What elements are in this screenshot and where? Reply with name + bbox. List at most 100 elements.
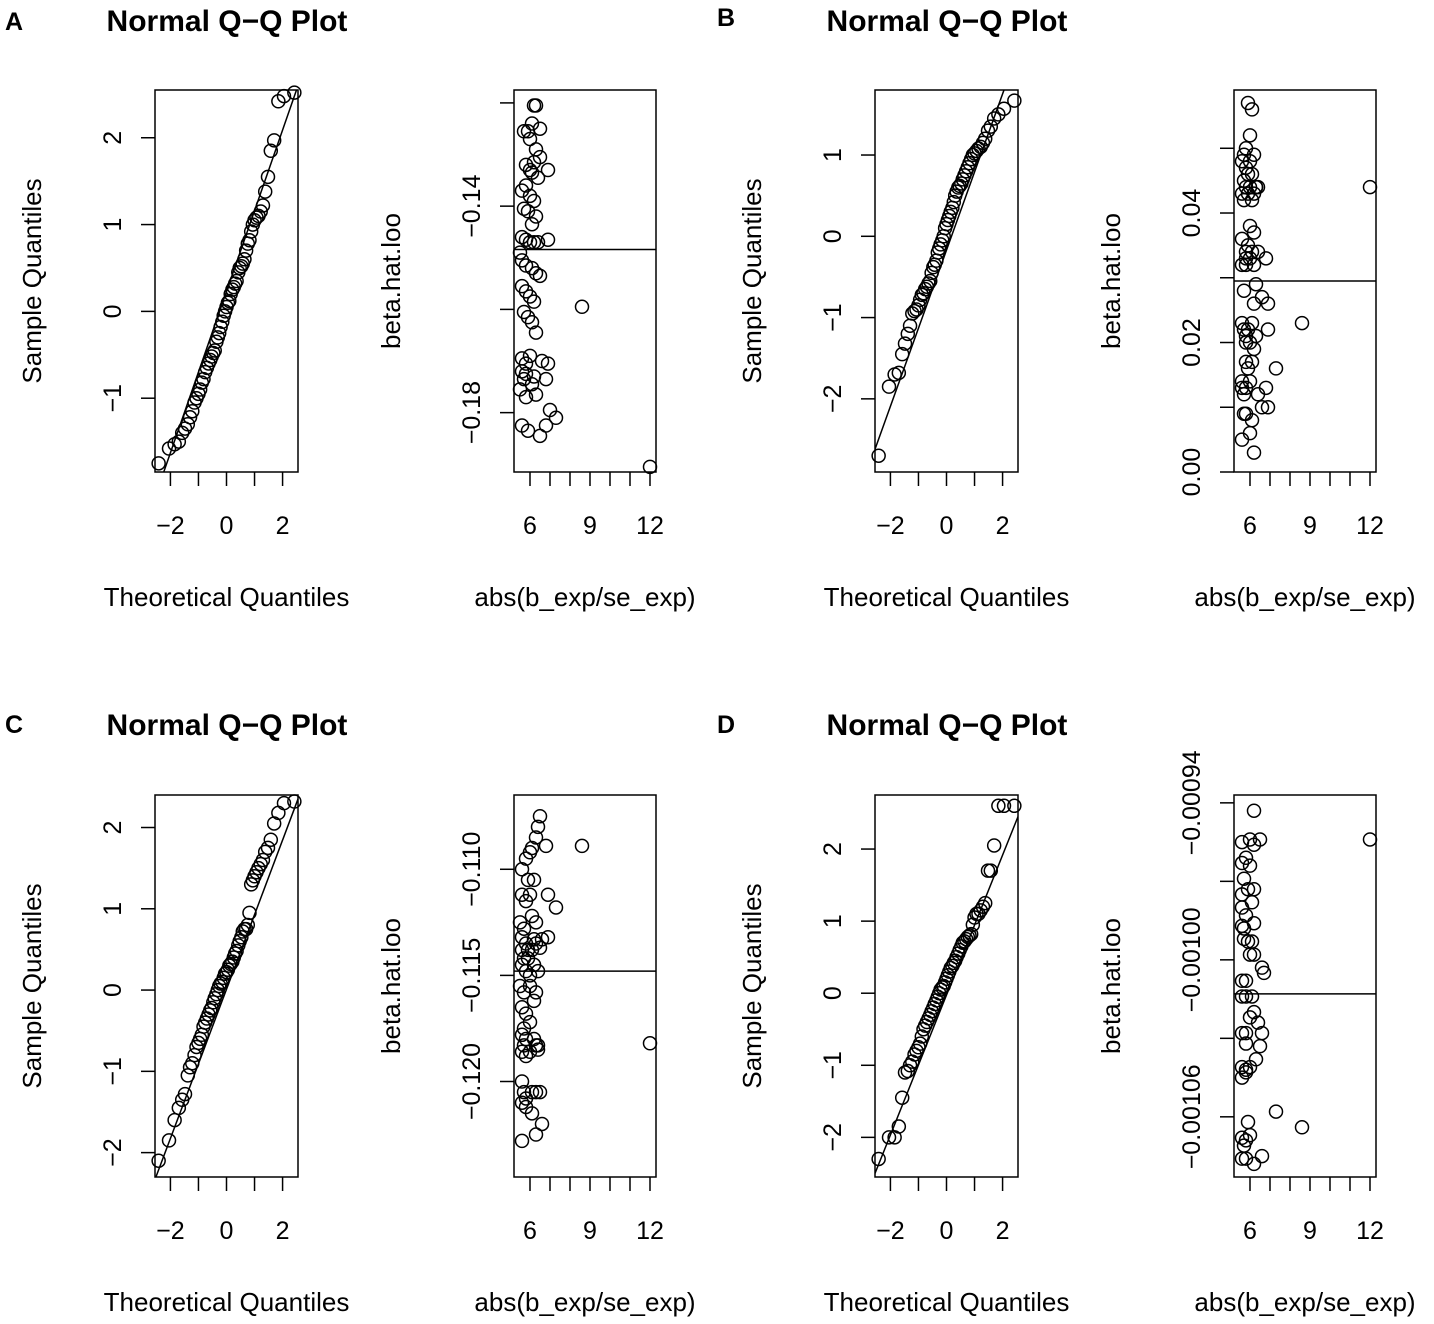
panel-b-beta-y-tick-label: 0.00 xyxy=(1178,448,1206,497)
panel-d-qq-y-tick-label: 2 xyxy=(819,842,847,856)
panel-b-qq-data-point xyxy=(983,119,999,134)
panel-b-beta-data-point xyxy=(1236,283,1252,298)
panel-d-beta-data-point xyxy=(1234,1130,1250,1146)
panel-d-beta-x-axis-title: abs(b_exp/se_exp) xyxy=(1194,1287,1415,1317)
panel-a-beta-plot-frame xyxy=(513,89,657,473)
panel-b-beta-data-point xyxy=(1258,251,1274,266)
panel-d-beta-data-point xyxy=(1234,989,1250,1004)
panel-b-qq-reference-line xyxy=(875,90,1005,450)
panel-a-qq-data-point xyxy=(263,143,279,159)
panel-a-beta-data-point xyxy=(532,428,548,444)
panel-a-beta-x-tick-label: 9 xyxy=(583,512,597,540)
panel-a-beta-data-point xyxy=(526,155,542,170)
panel-d-beta-data-point xyxy=(1238,1065,1254,1080)
panel-c-qq-data-point xyxy=(180,1068,196,1083)
panel-c-title: Normal Q−Q Plot xyxy=(107,709,348,742)
panel-a-beta-data-point xyxy=(540,356,556,371)
panel-c-qq-data-point xyxy=(260,840,276,856)
panel-c-qq-x-tick-label: 0 xyxy=(220,1217,234,1245)
panel-a-beta-data-point xyxy=(528,325,544,340)
panel-a-qq-data-point xyxy=(255,198,271,213)
panel-a-beta-data-point xyxy=(524,376,540,392)
panel-c-qq-data-point xyxy=(187,1047,202,1063)
panel-a-beta-data-point xyxy=(518,356,534,371)
panel-c-beta-x-tick-label: 9 xyxy=(583,1217,597,1245)
panel-c-beta-data-point xyxy=(528,985,544,1000)
panel-a-beta-data-point xyxy=(522,162,538,178)
panel-a-beta-data-point xyxy=(518,389,534,405)
panel-d-qq-data-point xyxy=(996,798,1012,814)
panel-d-beta-y-tick-label: −0.00094 xyxy=(1178,750,1206,855)
panel-a-qq-data-point xyxy=(167,436,182,452)
panel-a-beta-data-point xyxy=(532,268,548,284)
panel-b-qq-y-axis-title: Sample Quantiles xyxy=(737,178,767,383)
panel-d-beta-data-point xyxy=(1238,1036,1254,1051)
panel-a-beta-data-point xyxy=(514,253,530,268)
panel-c-qq-y-tick-label: 1 xyxy=(99,902,127,916)
panel-c-qq-x-tick-label: −2 xyxy=(156,1217,185,1245)
panel-b-beta-data-point xyxy=(1242,425,1258,441)
panel-b-qq-data-point xyxy=(894,346,910,362)
panel-d-qq-data-point xyxy=(912,1036,928,1051)
panel-c-beta-x-tick-label: 12 xyxy=(636,1217,664,1245)
panel-a-beta-x-tick-label: 6 xyxy=(523,512,537,540)
panel-a-beta-data-point xyxy=(530,170,546,186)
panel-c-beta-data-point xyxy=(522,1014,538,1030)
panel-d-beta-y-tick-label: −0.00106 xyxy=(1178,1064,1206,1169)
panel-c-qq-data-point xyxy=(276,795,292,811)
panel-a-beta-data-point xyxy=(518,284,534,299)
panel-c-qq-data-point xyxy=(271,805,286,821)
panel-c-beta-plot: 6 9 12 −0.120 −0.115 −0.110 abs(b_exp/se_exp) b… xyxy=(376,794,696,1317)
panel-a-qq-data-point xyxy=(266,133,282,148)
panel-d-beta-data-point xyxy=(1234,973,1250,989)
panel-c-qq-data-point xyxy=(177,1086,193,1102)
panel-b-beta-data-point xyxy=(1248,328,1264,344)
panel-b-qq-x-tick-label: 0 xyxy=(940,512,954,540)
panel-a-beta-data-point xyxy=(514,278,530,294)
panel-c-qq-plot: −2 0 2 −2 −1 0 1 2 Theoretical Quantiles Sample Q… xyxy=(17,794,349,1317)
panel-b-beta-data-point xyxy=(1248,276,1264,292)
panel-a-qq-y-tick-label: 1 xyxy=(99,218,127,232)
panel-c-qq-data-point xyxy=(167,1112,182,1128)
panel-b: B Normal Q−Q Plot −2 0 2 −2 −1 0 1 Theoretical … xyxy=(717,4,1416,612)
panel-a-qq-data-point xyxy=(242,232,257,248)
panel-a-qq-data-point xyxy=(234,258,249,274)
panel-d-beta-data-point xyxy=(1256,965,1272,981)
panel-c-qq-data-point xyxy=(161,1133,177,1148)
panel-a-qq-data-point xyxy=(171,434,187,449)
panel-a-qq-data-point xyxy=(206,345,221,361)
panel-a-qq-y-tick-label: −1 xyxy=(99,384,127,413)
panel-d-qq-x-tick-label: 2 xyxy=(996,1217,1010,1245)
panel-d-title: Normal Q−Q Plot xyxy=(827,709,1068,742)
panel-c-qq-x-tick-label: 2 xyxy=(276,1217,290,1245)
panel-a-beta-data-point xyxy=(538,371,554,387)
panel-d-qq-x-tick-label: −2 xyxy=(876,1217,905,1245)
panel-c-beta-data-point xyxy=(530,819,546,835)
panel-c-beta-data-point xyxy=(516,1084,532,1100)
panel-b-beta-data-point xyxy=(1258,380,1274,396)
panel-a-qq-data-point xyxy=(237,252,252,267)
panel-d-qq-data-point xyxy=(977,895,993,911)
panel-a-qq-data-point xyxy=(260,169,276,185)
panel-c-qq-data-point xyxy=(234,929,249,945)
panel-c-qq-reference-line xyxy=(155,798,298,1177)
panel-a-qq-y-tick-label: 2 xyxy=(99,131,127,145)
panel-b-beta-data-point xyxy=(1260,400,1276,415)
panel-a-beta-data-point xyxy=(514,229,530,245)
panel-d-beta-data-point xyxy=(1242,947,1258,962)
panel-b-beta-data-point xyxy=(1260,296,1276,311)
panel-b-qq-data-point xyxy=(902,318,918,333)
panel-b-qq-data-point xyxy=(1007,93,1022,108)
panel-d-qq-data-point xyxy=(894,1090,910,1105)
panel-d-qq-data-point xyxy=(914,1029,930,1044)
panel-c-beta-y-tick-label: −0.120 xyxy=(458,1043,486,1120)
panel-c-beta-data-point xyxy=(540,887,556,902)
panel-d-qq-y-tick-label: 1 xyxy=(819,914,847,928)
panel-c-qq-data-point xyxy=(151,1153,166,1168)
panel-c-qq-data-point xyxy=(211,978,227,994)
panel-a-qq-data-point xyxy=(211,325,227,341)
panel-c-beta-data-point xyxy=(528,1127,544,1142)
panel-a-qq-data-point xyxy=(287,85,302,100)
panel-b-beta-y-tick-label: 0.04 xyxy=(1178,189,1206,238)
